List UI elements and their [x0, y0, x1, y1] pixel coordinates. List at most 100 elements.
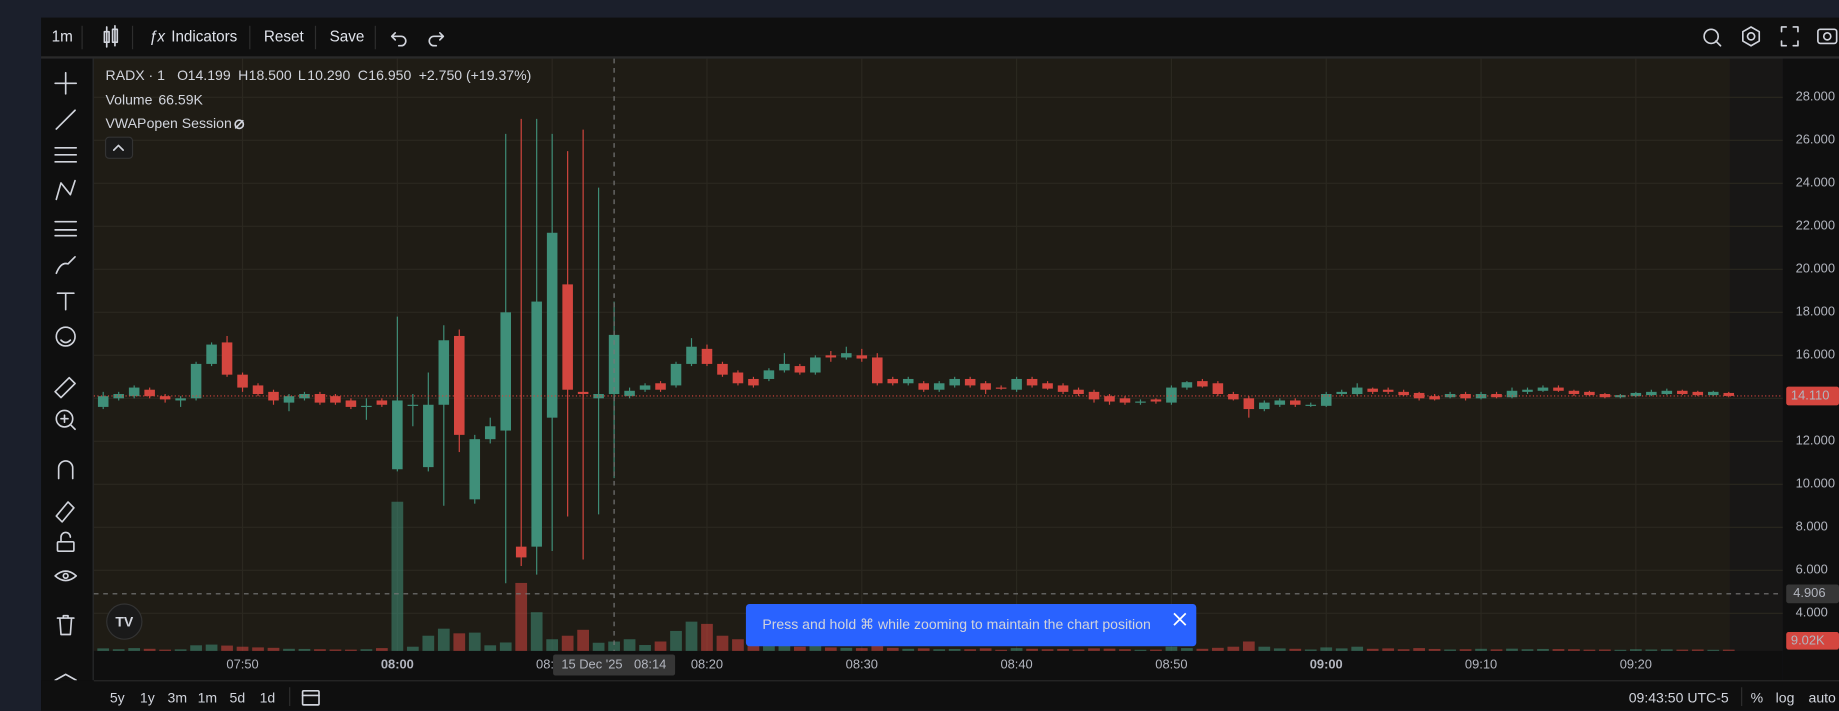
- pattern-tool[interactable]: [55, 179, 76, 201]
- interval-button[interactable]: 1m: [52, 29, 73, 46]
- crosshair-tool[interactable]: [54, 71, 78, 95]
- auto-toggle[interactable]: auto: [1809, 690, 1837, 706]
- drawing-mode-tool[interactable]: [55, 501, 75, 523]
- volume-bar: [701, 623, 713, 651]
- bottom-bar: [41, 680, 1839, 711]
- candle-body: [871, 357, 883, 384]
- go-to-date-button[interactable]: [301, 689, 320, 706]
- volume-bar: [608, 641, 620, 651]
- volume-bar: [1242, 641, 1255, 651]
- screenshot-button[interactable]: [1817, 28, 1838, 45]
- volume-bar: [1428, 648, 1441, 651]
- vwap-hidden-icon[interactable]: [234, 119, 245, 130]
- chart-type-button[interactable]: [103, 24, 119, 48]
- indicators-button[interactable]: Indicators: [171, 29, 237, 46]
- volume-bar: [1304, 649, 1317, 651]
- volume-bar: [1119, 649, 1131, 651]
- candle-body: [1522, 389, 1533, 392]
- fib-tool[interactable]: [54, 146, 78, 163]
- volume-bar: [685, 621, 698, 651]
- volume-bar: [221, 645, 233, 651]
- candle-body: [1228, 394, 1239, 400]
- volume-key[interactable]: Volume: [106, 92, 153, 108]
- collapse-legend-button[interactable]: [104, 136, 134, 159]
- candle-body: [1646, 391, 1657, 396]
- range-button[interactable]: 5d: [230, 690, 246, 706]
- volume-bar: [1521, 649, 1534, 651]
- x-tick-label: 09:00: [1310, 656, 1343, 671]
- candle-body: [392, 400, 403, 470]
- volume-bar: [1552, 649, 1565, 651]
- tv-logo[interactable]: [106, 603, 143, 640]
- toast-close[interactable]: [1173, 612, 1187, 626]
- candle-body: [1460, 394, 1471, 399]
- symbol[interactable]: RADX · 1: [106, 67, 166, 83]
- save-button[interactable]: Save: [330, 29, 365, 46]
- vwap-args: open Session: [147, 115, 232, 131]
- volume-value: 66.59K: [158, 92, 203, 108]
- range-button[interactable]: 5y: [110, 690, 125, 706]
- redo-button[interactable]: [428, 32, 445, 47]
- percent-toggle[interactable]: %: [1751, 690, 1764, 706]
- brush-tool[interactable]: [55, 256, 76, 275]
- undo-button[interactable]: [390, 32, 407, 47]
- candle-body: [423, 404, 434, 468]
- candle-body: [980, 383, 991, 390]
- range-button[interactable]: 1d: [260, 690, 276, 706]
- candle-body: [1599, 394, 1611, 398]
- candle-body: [1166, 387, 1177, 403]
- candle-body: [1104, 396, 1115, 402]
- volume-bar: [840, 647, 853, 651]
- volume-bar: [1088, 648, 1100, 651]
- visibility-tool[interactable]: [54, 570, 78, 582]
- measure-tool[interactable]: [54, 376, 76, 399]
- search-button[interactable]: [1703, 28, 1722, 47]
- range-button[interactable]: 3m: [168, 690, 188, 706]
- candle-body: [1553, 387, 1564, 391]
- top-toolbar: [41, 17, 1839, 58]
- candle-body: [717, 363, 728, 375]
- volume-bar: [886, 647, 899, 651]
- volume-bar: [174, 649, 187, 651]
- trendline-tool[interactable]: [55, 109, 76, 130]
- volume-bar: [267, 647, 280, 651]
- volume-bar: [499, 642, 512, 651]
- candle-body: [190, 363, 202, 399]
- volume-tag-label: 9.02K: [1791, 632, 1825, 647]
- candle-body: [1336, 391, 1347, 395]
- volume-bar: [1568, 649, 1580, 651]
- settings-button[interactable]: [1742, 26, 1761, 47]
- volume-bar: [654, 641, 667, 651]
- range-buttons: 5y 1y 3m 1m 5d 1d: [110, 690, 275, 706]
- reset-button[interactable]: Reset: [264, 29, 305, 46]
- volume-bar: [143, 648, 156, 651]
- volume-bar: [763, 645, 775, 651]
- fullscreen-button[interactable]: [1780, 26, 1799, 47]
- lock-tool[interactable]: [56, 531, 75, 553]
- icon-tool[interactable]: [55, 326, 76, 347]
- magnet-tool[interactable]: [57, 460, 74, 480]
- zoom-tool[interactable]: [55, 409, 76, 431]
- toolbar-border: [41, 56, 1839, 59]
- log-toggle[interactable]: log: [1776, 690, 1795, 706]
- range-button[interactable]: 1y: [140, 690, 155, 706]
- candle-body: [933, 383, 945, 390]
- candle-body: [577, 391, 589, 395]
- candle-body: [1537, 387, 1549, 391]
- delete-tool[interactable]: [56, 614, 75, 636]
- vwap-key[interactable]: VWAP: [106, 115, 147, 131]
- range-button[interactable]: 1m: [198, 690, 218, 706]
- text-tool[interactable]: [56, 292, 75, 311]
- candle-body: [1135, 401, 1146, 403]
- candle-body: [593, 394, 604, 399]
- chevron: [112, 144, 124, 151]
- volume-bar: [329, 649, 342, 651]
- candle-body: [252, 385, 264, 395]
- candle-body: [949, 378, 960, 386]
- forecast-tool[interactable]: [54, 220, 78, 237]
- open-key: O: [177, 67, 188, 83]
- volume-bar: [1660, 649, 1673, 651]
- volume-bar: [995, 649, 1007, 651]
- volume-tag: [1786, 632, 1839, 650]
- volume-bar: [855, 648, 868, 651]
